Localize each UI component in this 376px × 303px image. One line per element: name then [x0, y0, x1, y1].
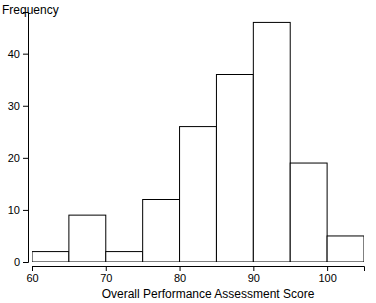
x-tick: 100	[318, 266, 336, 284]
bar	[143, 200, 180, 263]
bar	[106, 252, 143, 262]
y-tick-mark	[23, 54, 28, 55]
x-axis: 60 70 80 90 100	[26, 266, 364, 284]
y-tick-label: 10	[8, 204, 20, 216]
y-tick-label: 0	[14, 256, 20, 268]
y-tick-label: 40	[8, 48, 20, 60]
y-tick: 30	[8, 100, 28, 112]
x-tick-label: 70	[100, 272, 112, 284]
x-tick: 70	[100, 266, 112, 284]
bar	[216, 75, 253, 263]
x-axis-title: Overall Performance Assessment Score	[102, 287, 315, 301]
y-tick-mark	[23, 158, 28, 159]
x-tick-label: 60	[26, 272, 38, 284]
y-axis: 0 10 20 30 40	[8, 13, 29, 269]
x-tick: 80	[174, 266, 186, 284]
bar	[253, 22, 290, 262]
y-tick-mark	[23, 262, 28, 263]
y-tick-mark	[23, 106, 28, 107]
bar	[327, 236, 364, 262]
x-tick-mark	[327, 266, 328, 271]
y-tick-label: 30	[8, 100, 20, 112]
bar	[290, 163, 327, 262]
y-axis-line	[23, 13, 29, 263]
x-tick: 60	[26, 266, 38, 284]
y-tick: 10	[8, 204, 28, 216]
y-tick: 20	[8, 152, 28, 164]
bars	[32, 22, 364, 262]
x-tick-label: 80	[174, 272, 186, 284]
x-tick-mark	[180, 266, 181, 271]
y-tick: 40	[8, 48, 28, 60]
y-tick: 0	[14, 256, 28, 268]
y-tick-label: 20	[8, 152, 20, 164]
y-axis-title: Frequency	[2, 3, 59, 17]
x-tick: 90	[248, 266, 260, 284]
y-tick-mark	[23, 210, 28, 211]
x-tick-mark	[106, 266, 107, 271]
x-tick-mark	[253, 266, 254, 271]
x-axis-line	[33, 267, 365, 272]
x-tick-label: 100	[318, 272, 336, 284]
bar	[32, 252, 69, 262]
bar	[180, 127, 217, 262]
x-tick-label: 90	[248, 272, 260, 284]
chart: 60 70 80 90 100 0 10 20 30 40 Frequency Overall Per…	[0, 0, 376, 303]
x-tick-mark	[32, 266, 33, 271]
bar	[69, 215, 106, 262]
